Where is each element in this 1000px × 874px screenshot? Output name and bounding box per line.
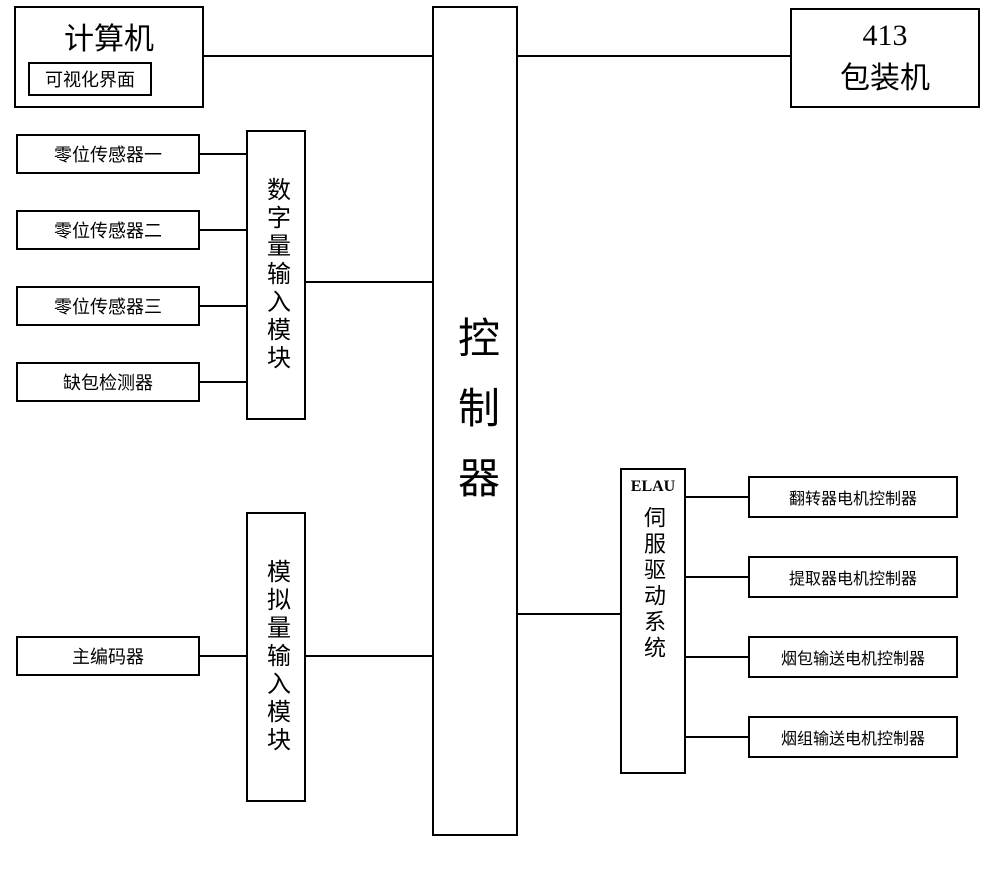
node-servo: ELAU 伺服驱动系统	[620, 468, 686, 774]
edge	[306, 281, 432, 283]
node-controller: 控制器	[432, 6, 518, 836]
edge	[200, 381, 246, 383]
edge	[200, 305, 246, 307]
pak-detector-label: 缺包检测器	[63, 369, 153, 395]
diagram-canvas: 计算机 可视化界面 零位传感器一 零位传感器二 零位传感器三 缺包检测器 主编码…	[0, 0, 1000, 874]
edge	[200, 655, 246, 657]
node-packager: 413 包装机	[790, 8, 980, 108]
digital-in-label: 数字量输入模块	[259, 177, 294, 373]
servo-main-label: 伺服驱动系统	[637, 506, 669, 662]
vis-ui-label: 可视化界面	[45, 66, 135, 92]
edge	[518, 613, 620, 615]
edge	[686, 736, 748, 738]
flip-ctrl-label: 翻转器电机控制器	[789, 485, 917, 509]
edge	[306, 655, 432, 657]
sensor3-label: 零位传感器三	[54, 293, 162, 319]
edge	[686, 656, 748, 658]
edge	[200, 229, 246, 231]
packager-line1: 413	[863, 19, 908, 53]
controller-label: 控制器	[445, 316, 506, 526]
node-sensor3: 零位传感器三	[16, 286, 200, 326]
edge	[686, 576, 748, 578]
node-extract-ctrl: 提取器电机控制器	[748, 556, 958, 598]
edge	[200, 153, 246, 155]
group-conv-ctrl-label: 烟组输送电机控制器	[781, 725, 925, 749]
servo-top-label: ELAU	[631, 478, 675, 496]
node-vis-ui: 可视化界面	[28, 62, 152, 96]
node-sensor1: 零位传感器一	[16, 134, 200, 174]
node-analog-in: 模拟量输入模块	[246, 512, 306, 802]
edge	[204, 55, 432, 57]
node-group-conv-ctrl: 烟组输送电机控制器	[748, 716, 958, 758]
sensor1-label: 零位传感器一	[54, 141, 162, 167]
node-flip-ctrl: 翻转器电机控制器	[748, 476, 958, 518]
edge	[518, 55, 790, 57]
node-pack-conv-ctrl: 烟包输送电机控制器	[748, 636, 958, 678]
node-pak-detector: 缺包检测器	[16, 362, 200, 402]
node-sensor2: 零位传感器二	[16, 210, 200, 250]
analog-in-label: 模拟量输入模块	[259, 559, 294, 755]
edge	[686, 496, 748, 498]
node-main-encoder: 主编码器	[16, 636, 200, 676]
sensor2-label: 零位传感器二	[54, 217, 162, 243]
pack-conv-ctrl-label: 烟包输送电机控制器	[781, 645, 925, 669]
node-digital-in: 数字量输入模块	[246, 130, 306, 420]
extract-ctrl-label: 提取器电机控制器	[789, 565, 917, 589]
main-encoder-label: 主编码器	[72, 643, 144, 669]
computer-label: 计算机	[64, 14, 154, 58]
packager-line2: 包装机	[840, 53, 930, 97]
